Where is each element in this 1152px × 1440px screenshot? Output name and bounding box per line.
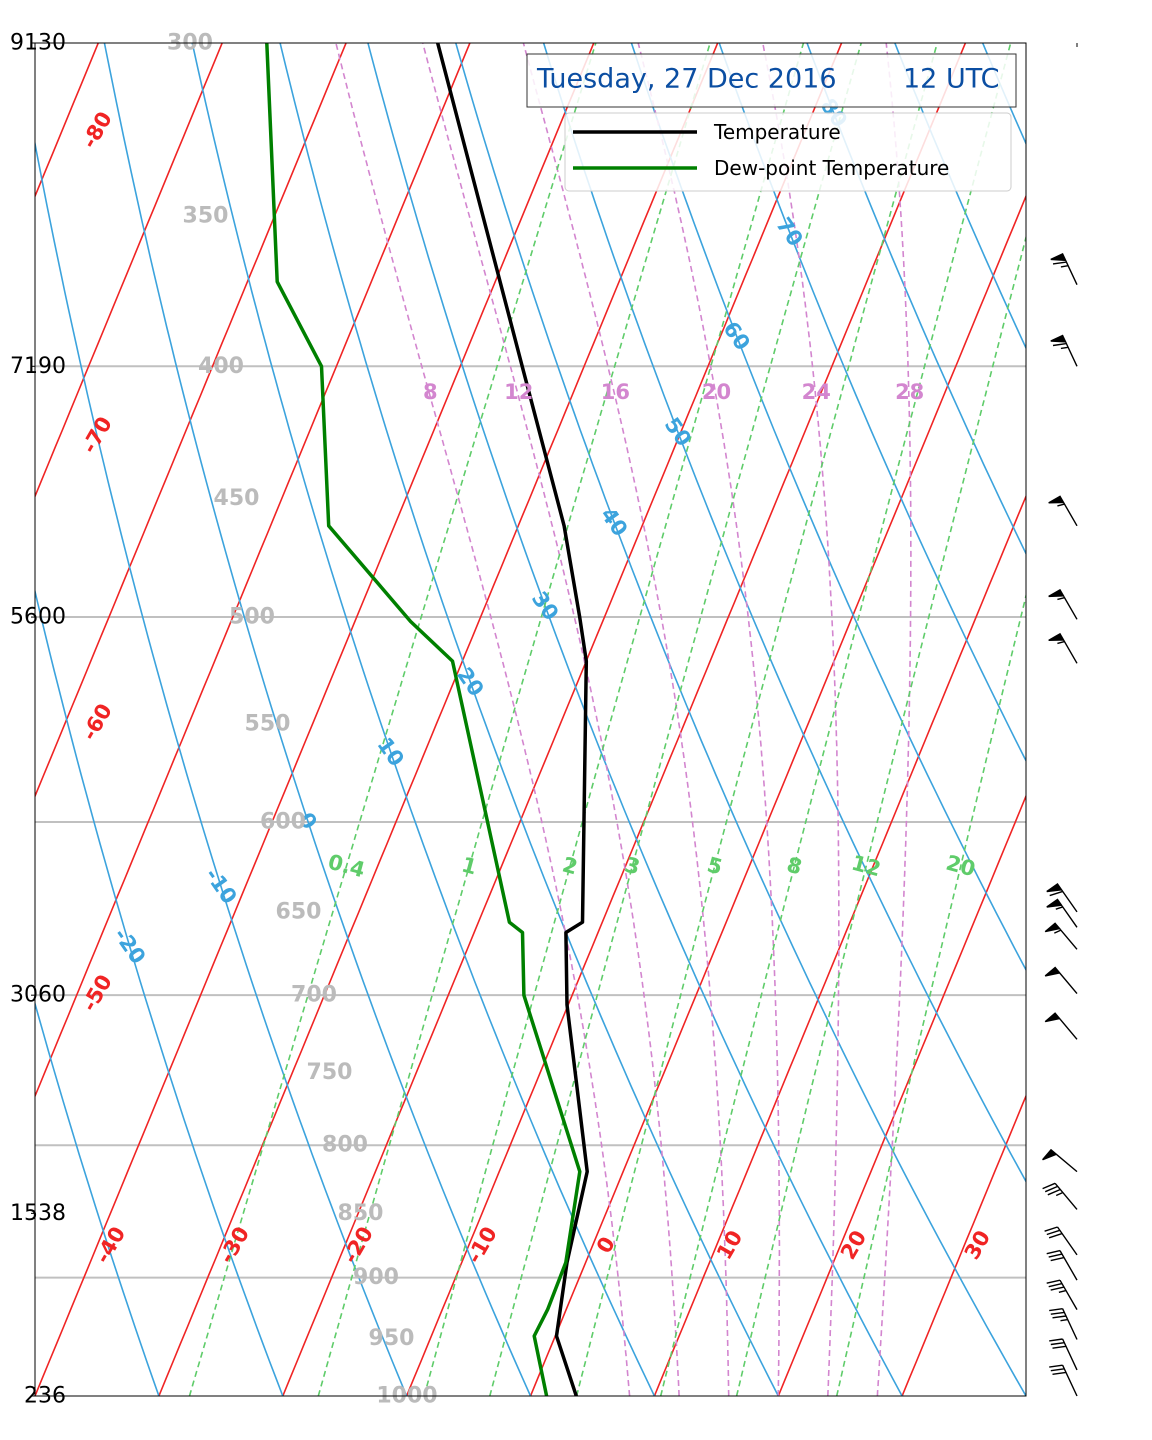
profile-line bbox=[265, 43, 582, 1396]
pressure-label: 350 bbox=[183, 204, 229, 229]
wind-barb bbox=[1050, 252, 1078, 285]
dry-adiabat bbox=[630, 43, 1026, 972]
pressure-label: 550 bbox=[245, 712, 291, 737]
isotherm bbox=[777, 793, 1026, 1396]
pressure-label: 850 bbox=[338, 1201, 384, 1226]
mixing-ratio-label: 8 bbox=[784, 853, 804, 880]
pressure-label: 650 bbox=[276, 899, 322, 924]
title-frame bbox=[526, 53, 1017, 108]
isotherm bbox=[35, 43, 595, 1396]
y-tick-label: 1538 bbox=[10, 1201, 66, 1226]
wind-barb bbox=[1042, 1182, 1078, 1210]
mixing-ratio-label: 3 bbox=[622, 853, 642, 880]
moist-adiabat-label: 28 bbox=[895, 380, 924, 404]
wind-barb bbox=[1048, 495, 1078, 527]
y-tick-label: 5600 bbox=[10, 605, 66, 630]
pressure-label: 400 bbox=[198, 354, 244, 379]
wind-barb bbox=[1046, 1249, 1078, 1281]
title-box: Tuesday, 27 Dec 2016 12 UTC bbox=[526, 53, 1017, 108]
isotherm bbox=[901, 1093, 1026, 1396]
moist-adiabat-label: 20 bbox=[702, 380, 731, 404]
pressure-label: 500 bbox=[229, 605, 275, 630]
wind-barb bbox=[1044, 1226, 1078, 1256]
dry-adiabat bbox=[279, 43, 780, 1396]
mixing-ratio-line bbox=[188, 43, 597, 1396]
pressure-label: 700 bbox=[291, 983, 337, 1008]
isotherm bbox=[35, 43, 224, 499]
wind-barb bbox=[1049, 1308, 1078, 1340]
pressure-label: 900 bbox=[353, 1265, 399, 1290]
wind-barb bbox=[1044, 1012, 1078, 1040]
y-tick-label: 7190 bbox=[10, 354, 66, 379]
y-tick-label: 3060 bbox=[10, 983, 66, 1008]
dry-adiabat bbox=[542, 43, 1026, 1184]
dry-adiabat bbox=[367, 43, 903, 1396]
dry-adiabat bbox=[806, 43, 1026, 556]
profile-line bbox=[436, 43, 589, 1396]
wind-barb bbox=[1046, 1279, 1078, 1310]
mixing-ratio-line bbox=[735, 234, 1026, 1396]
wind-barb bbox=[1042, 1148, 1078, 1173]
wind-barb bbox=[1049, 1338, 1078, 1371]
legend-label: Temperature bbox=[713, 120, 841, 144]
pressure-label: 800 bbox=[322, 1133, 368, 1158]
mixing-ratio-line bbox=[659, 43, 1012, 1396]
dry-adiabat bbox=[35, 139, 408, 1396]
mixing-ratio-label: 1 bbox=[459, 853, 479, 880]
legend-label: Dew-point Temperature bbox=[714, 156, 949, 180]
isotherm bbox=[35, 43, 471, 1099]
dry-adiabat bbox=[894, 43, 1026, 350]
isotherm bbox=[405, 43, 967, 1396]
isotherm bbox=[158, 43, 719, 1396]
wind-barb bbox=[1044, 966, 1078, 995]
moist-adiabat-label: 12 bbox=[504, 380, 533, 404]
wind-barb bbox=[1046, 898, 1078, 928]
wind-barb bbox=[1048, 588, 1078, 620]
dry-adiabat bbox=[35, 588, 284, 1396]
isotherm bbox=[529, 194, 1026, 1396]
mixing-ratio-label: 5 bbox=[705, 853, 725, 880]
mixing-ratio-label: 2 bbox=[560, 853, 580, 880]
moist-adiabat bbox=[761, 43, 840, 1396]
moist-adiabat bbox=[876, 43, 912, 1396]
legend: Temperature Dew-point Temperature bbox=[564, 112, 1012, 192]
mixing-ratio-line bbox=[423, 43, 805, 1396]
title: Tuesday, 27 Dec 2016 bbox=[536, 64, 837, 95]
y-tick-label: 9130 bbox=[10, 31, 66, 56]
wind-barb bbox=[1044, 922, 1078, 950]
moist-adiabat-label: 16 bbox=[601, 380, 630, 404]
dry-adiabat bbox=[454, 43, 1026, 1396]
pressure-label: 450 bbox=[214, 486, 260, 511]
pressure-label: 600 bbox=[260, 809, 306, 834]
dry-adiabat bbox=[35, 1000, 160, 1396]
isotherm bbox=[35, 43, 347, 799]
moist-adiabat bbox=[637, 43, 781, 1396]
subtitle: 12 UTC bbox=[903, 64, 999, 95]
pressure-label: 950 bbox=[369, 1326, 415, 1351]
moist-adiabat bbox=[421, 43, 680, 1396]
y-tick-label: 236 bbox=[24, 1384, 66, 1409]
wind-barb bbox=[1050, 334, 1078, 367]
moist-adiabat bbox=[522, 43, 730, 1396]
moist-adiabat-label: 24 bbox=[802, 380, 831, 404]
wind-barb bbox=[1049, 1364, 1078, 1397]
dry-adiabat bbox=[191, 43, 656, 1396]
pressure-label: 750 bbox=[307, 1060, 353, 1085]
wind-barb bbox=[1048, 632, 1078, 664]
dry-adiabat bbox=[103, 43, 532, 1396]
mixing-ratio-line bbox=[489, 43, 863, 1396]
moist-adiabat-label: 8 bbox=[423, 380, 438, 404]
dry-adiabat bbox=[718, 43, 1026, 763]
plot-frame bbox=[34, 42, 1027, 1397]
plot-area bbox=[35, 43, 1026, 1396]
wind-barb bbox=[1046, 883, 1078, 913]
mixing-ratio-line bbox=[575, 43, 939, 1396]
isotherm bbox=[653, 494, 1026, 1396]
isotherm bbox=[282, 43, 843, 1396]
wind-barbs bbox=[1042, 252, 1078, 1397]
